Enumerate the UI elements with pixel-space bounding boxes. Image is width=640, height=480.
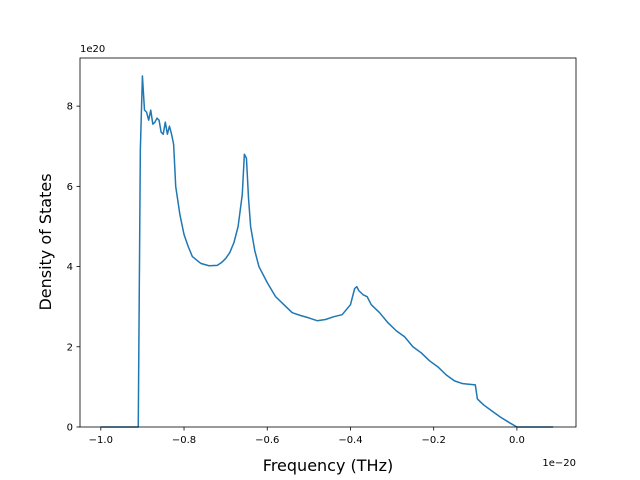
y-tick-label: 4 xyxy=(67,262,73,273)
y-tick-label: 2 xyxy=(67,342,73,353)
y-tick-label: 6 xyxy=(67,182,73,193)
x-tick-label: −0.4 xyxy=(338,435,362,446)
y-tick-label: 0 xyxy=(67,423,73,434)
y-offset-label: 1e20 xyxy=(80,44,105,55)
x-offset-label: 1e−20 xyxy=(542,458,576,469)
x-tick-label: −0.6 xyxy=(255,435,279,446)
y-tick-label: 8 xyxy=(67,102,73,113)
x-tick-label: −1.0 xyxy=(89,435,113,446)
x-axis-label: Frequency (THz) xyxy=(263,456,393,475)
y-axis-label: Density of States xyxy=(36,173,55,310)
x-tick-label: −0.8 xyxy=(172,435,196,446)
line xyxy=(100,75,554,428)
x-tick-label: 0.0 xyxy=(509,435,525,446)
axes-frame xyxy=(79,57,577,428)
x-tick-label: −0.2 xyxy=(422,435,446,446)
